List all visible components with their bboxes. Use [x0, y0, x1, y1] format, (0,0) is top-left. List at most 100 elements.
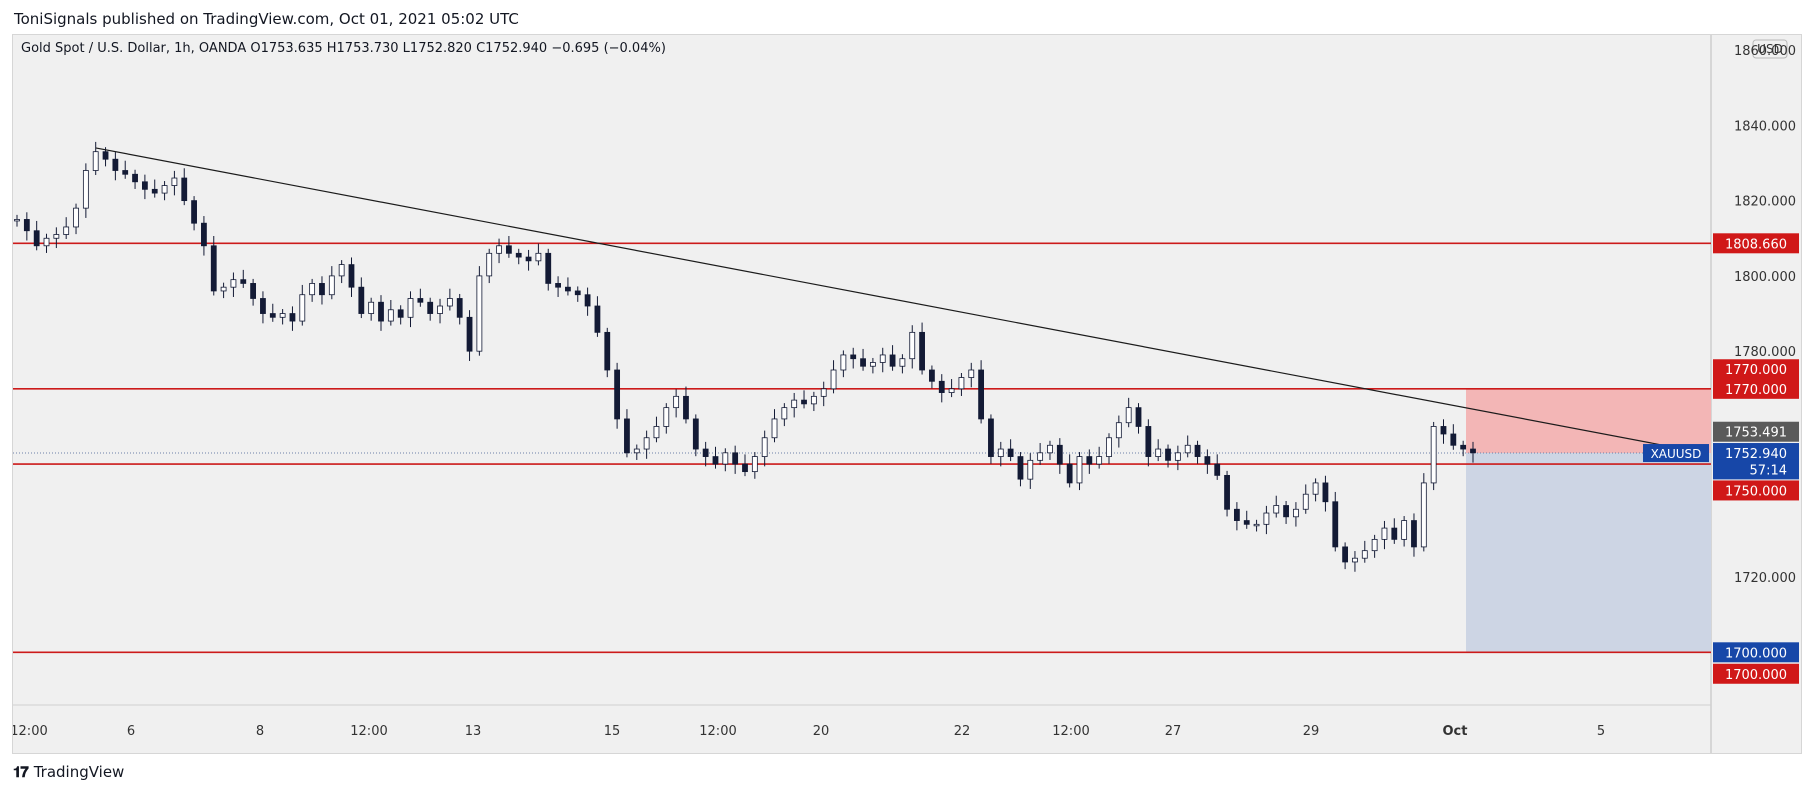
candle-body-12 [132, 173, 138, 183]
candle-body-102 [1017, 456, 1024, 480]
candle-body-133 [1322, 482, 1329, 503]
candle-body-115 [1145, 426, 1152, 457]
candle-body-114 [1135, 407, 1142, 427]
publisher-line: ToniSignals published on TradingView.com… [14, 10, 519, 28]
candle-body-74 [742, 463, 748, 473]
footer-brand[interactable]: 𝟏𝟕 TradingView [13, 763, 124, 781]
candle-body-100 [997, 448, 1004, 457]
candle-body-77 [771, 418, 778, 439]
x-tick-5: 15 [604, 724, 621, 739]
candle-body-75 [751, 456, 758, 473]
price-label-1: 1770.000 [1725, 363, 1787, 378]
price-label-8: 1700.000 [1725, 668, 1787, 683]
candle-body-13 [141, 181, 148, 190]
candle-body-64 [643, 437, 650, 450]
candle-body-59 [594, 305, 601, 333]
candle-body-117 [1165, 448, 1171, 461]
candle-body-89 [889, 354, 896, 367]
series-tag-bg [1643, 444, 1709, 463]
candle-body-69 [692, 418, 699, 450]
price-label-bg-2 [1713, 378, 1799, 399]
chart-area[interactable]: Gold Spot / U.S. Dollar, 1h, OANDA O1753… [12, 34, 1802, 754]
candle-body-110 [1096, 456, 1103, 465]
candle-body-53 [535, 252, 542, 262]
candle-body-125 [1243, 520, 1250, 525]
candle-body-67 [673, 395, 680, 409]
candle-body-142 [1411, 520, 1417, 548]
candle-body-42 [427, 301, 434, 314]
x-tick-3: 12:00 [350, 724, 387, 739]
candle-body-129 [1283, 505, 1289, 518]
candle-body-146 [1450, 433, 1457, 446]
candle-body-132 [1312, 482, 1319, 495]
candle-body-107 [1066, 463, 1073, 484]
candle-body-98 [978, 369, 985, 420]
candle-body-138 [1371, 538, 1378, 552]
candle-body-18 [191, 200, 197, 224]
candle-body-88 [879, 354, 886, 363]
candle-body-57 [574, 290, 581, 296]
candle-body-54 [545, 252, 552, 284]
symbol-legend: Gold Spot / U.S. Dollar, 1h, OANDA O1753… [21, 41, 666, 56]
candle-body-141 [1401, 520, 1408, 540]
y-tick-2: 1820.000 [1734, 195, 1796, 210]
price-label-bg-4 [1713, 443, 1799, 464]
trendline [95, 147, 1704, 454]
candle-body-25 [260, 298, 266, 314]
y-tick-0: 1860.000 [1734, 44, 1796, 59]
candle-body-112 [1115, 422, 1122, 439]
x-tick-13: 5 [1597, 724, 1605, 739]
candle-body-90 [899, 358, 906, 367]
candle-body-61 [614, 369, 621, 420]
candle-body-136 [1352, 557, 1358, 563]
candle-body-96 [958, 377, 965, 390]
candle-body-39 [397, 309, 404, 318]
candle-body-85 [850, 354, 857, 360]
candle-body-79 [791, 399, 798, 409]
currency-box [1752, 39, 1788, 59]
candle-body-2 [33, 230, 40, 247]
candle-body-116 [1155, 448, 1162, 457]
take-profit-zone [1466, 453, 1711, 653]
x-tick-4: 13 [465, 724, 482, 739]
candle-body-104 [1037, 452, 1044, 461]
candle-body-0 [14, 219, 20, 222]
x-tick-7: 20 [813, 724, 830, 739]
candle-body-76 [761, 437, 768, 457]
x-tick-12: Oct [1443, 724, 1468, 739]
candle-body-113 [1125, 407, 1132, 424]
candle-body-49 [496, 245, 502, 254]
candle-body-121 [1204, 456, 1211, 465]
candle-body-29 [299, 294, 306, 322]
candle-body-84 [840, 354, 847, 371]
series-tag: XAUUSD [1651, 447, 1702, 461]
candle-body-4 [53, 234, 60, 239]
candle-body-130 [1293, 508, 1299, 518]
candle-body-24 [250, 283, 257, 299]
candle-body-56 [565, 286, 571, 292]
candle-body-22 [230, 279, 237, 288]
candle-body-118 [1174, 452, 1181, 461]
price-label-6: 1750.000 [1725, 484, 1787, 499]
candle-body-93 [929, 369, 935, 382]
candle-body-32 [328, 275, 335, 296]
candle-body-14 [151, 188, 158, 194]
price-label-2: 1770.000 [1725, 383, 1787, 398]
candle-body-72 [722, 452, 729, 465]
price-chart[interactable]: Gold Spot / U.S. Dollar, 1h, OANDA O1753… [13, 35, 1801, 753]
x-tick-0: 12:00 [13, 724, 48, 739]
candle-body-119 [1184, 444, 1191, 454]
y-tick-1: 1840.000 [1734, 119, 1796, 134]
candle-body-65 [653, 426, 660, 439]
price-label-bg-7 [1713, 642, 1799, 663]
candle-body-128 [1273, 505, 1280, 514]
x-tick-1: 6 [127, 724, 135, 739]
price-label-bg-3 [1713, 421, 1799, 442]
candle-body-35 [358, 286, 365, 314]
candle-body-135 [1342, 546, 1349, 563]
candle-body-26 [269, 313, 276, 318]
y-tick-4: 1780.000 [1734, 345, 1796, 360]
candle-body-50 [505, 245, 512, 254]
y-tick-5: 1720.000 [1734, 571, 1796, 586]
price-label-bg-5 [1713, 459, 1799, 480]
